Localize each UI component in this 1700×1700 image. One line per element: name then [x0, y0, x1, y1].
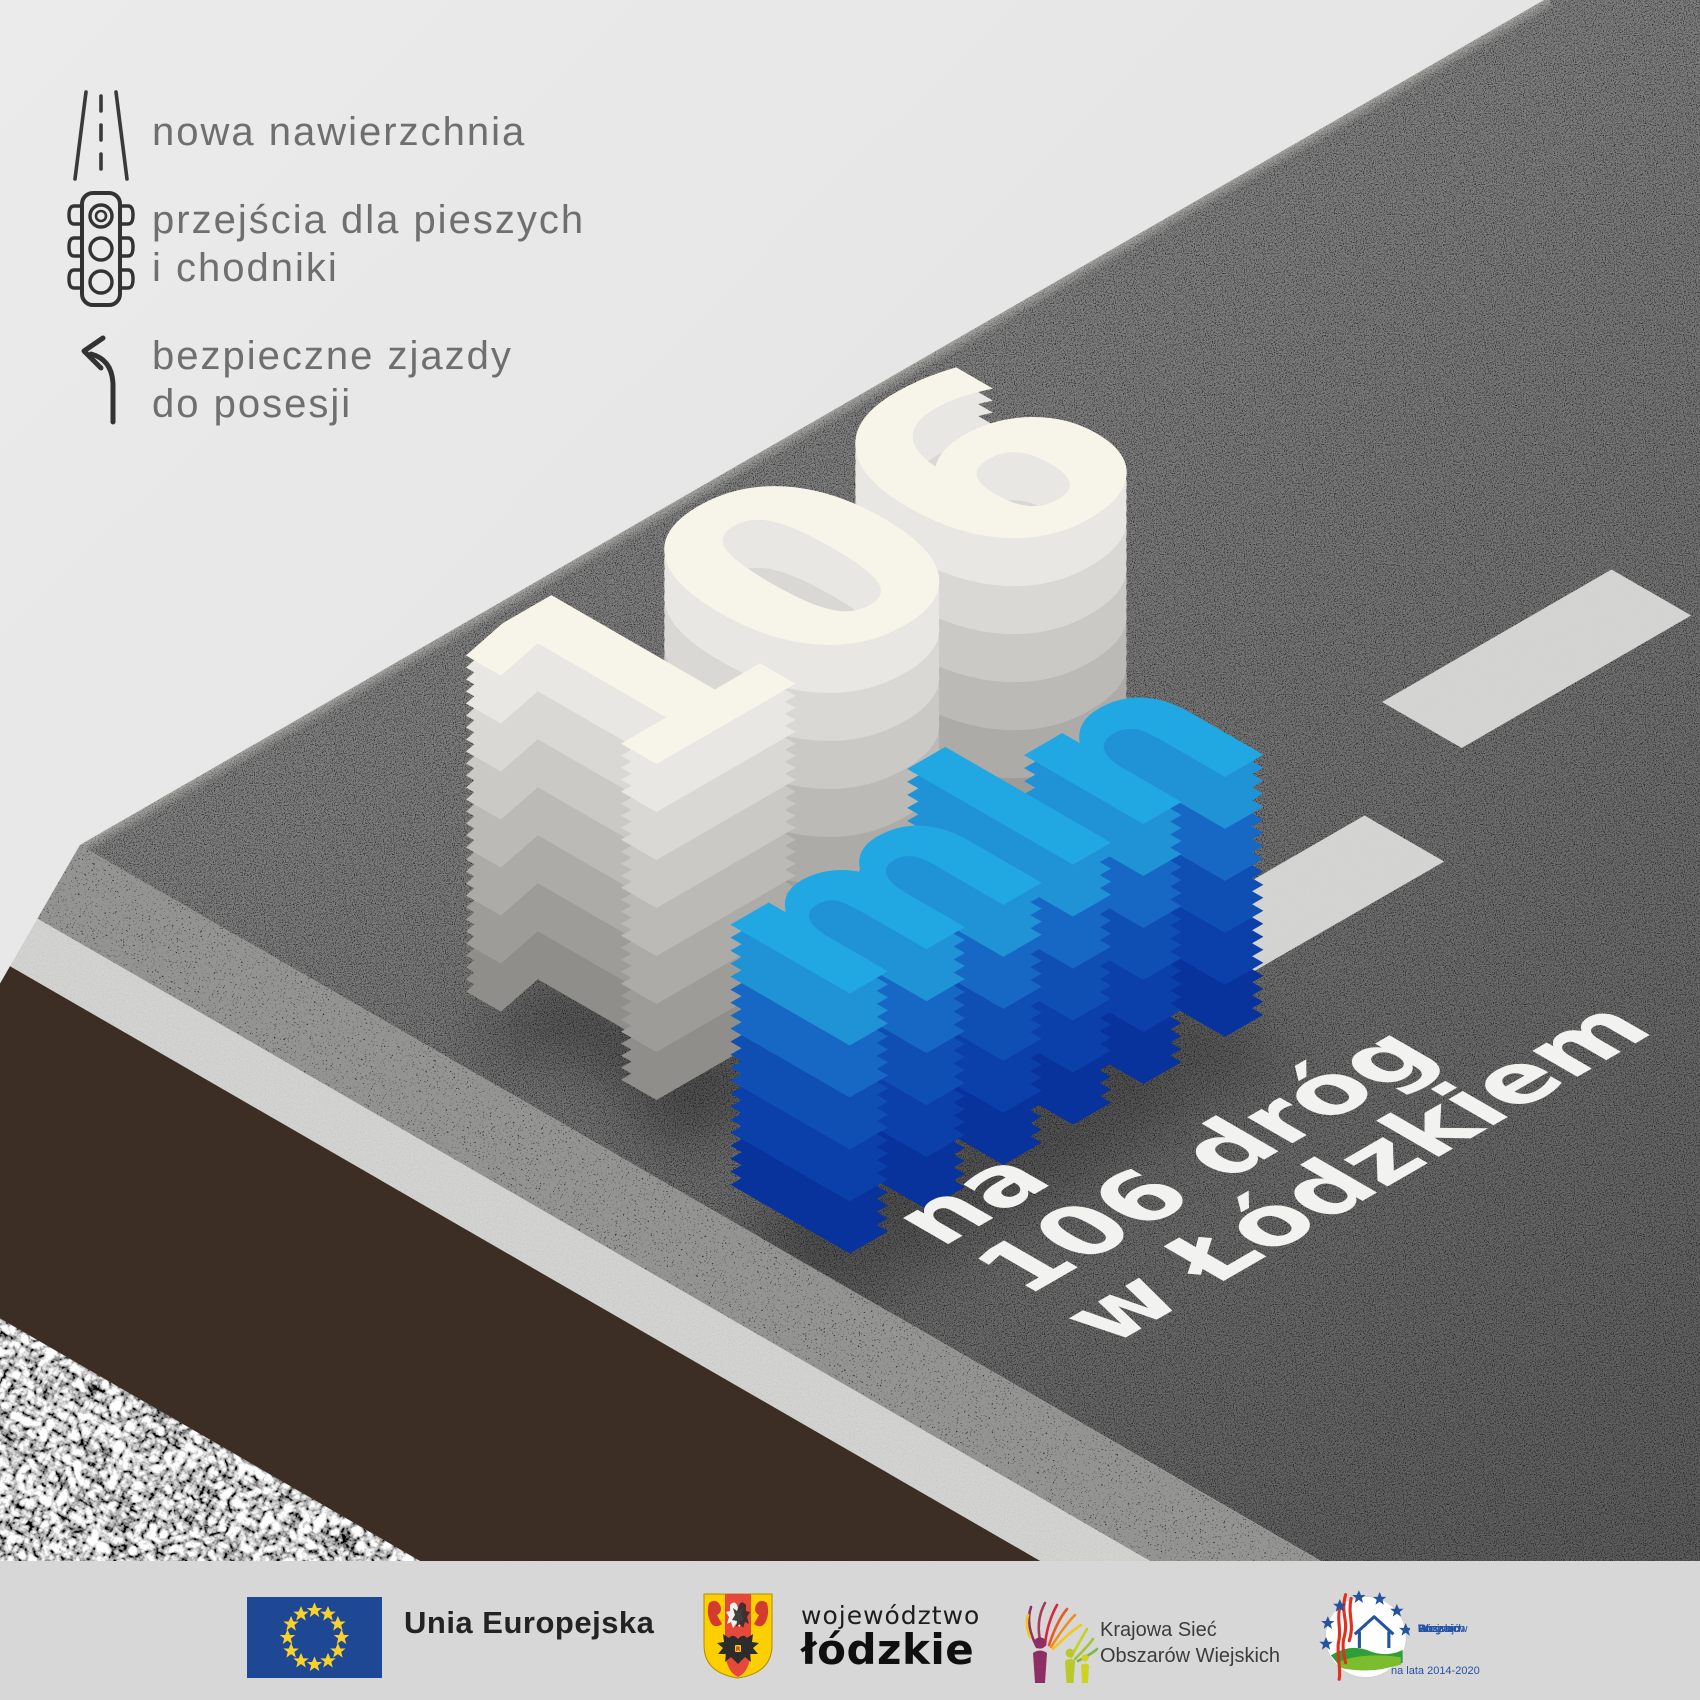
road-icon	[73, 90, 129, 181]
ksow-label: Krajowa Sieć Obszarów Wiejskich	[1100, 1617, 1280, 1669]
lodzkie-label-line1: województwo	[801, 1601, 981, 1630]
eu-flag-icon	[247, 1597, 382, 1678]
prow-years: na lata 2014-2020	[1391, 1665, 1480, 1677]
feature-label: do posesji	[152, 382, 353, 426]
prow-label-line: Program	[1418, 1623, 1461, 1635]
eu-label: Unia Europejska	[404, 1605, 655, 1640]
prow-label-line: Wiejskich	[1418, 1623, 1465, 1635]
feature-label: przejścia dla pieszych	[152, 198, 586, 242]
turn-arrow-icon	[81, 335, 116, 425]
ksow-label-line1: Krajowa Sieć	[1100, 1619, 1217, 1641]
ksow-tree-icon	[1025, 1601, 1099, 1683]
feature-label: i chodniki	[152, 246, 339, 290]
svg-text:R: R	[736, 1646, 741, 1653]
logo-footer: Unia Europejska R województwo łódzkie	[0, 1561, 1700, 1700]
traffic-light-icon	[67, 191, 135, 307]
feature-label: bezpieczne zjazdy	[152, 334, 513, 378]
prow-emblem-icon	[1319, 1590, 1410, 1681]
lodzkie-label-line2: łódzkie	[801, 1625, 975, 1674]
prow-label-line: Obszarów	[1418, 1623, 1468, 1635]
feature-label: nowa nawierzchnia	[152, 110, 527, 154]
prow-label-line: Rozwoju	[1418, 1623, 1461, 1635]
ksow-label-line2: Obszarów Wiejskich	[1100, 1645, 1281, 1667]
lodzkie-coat-of-arms-icon: R	[703, 1593, 773, 1679]
